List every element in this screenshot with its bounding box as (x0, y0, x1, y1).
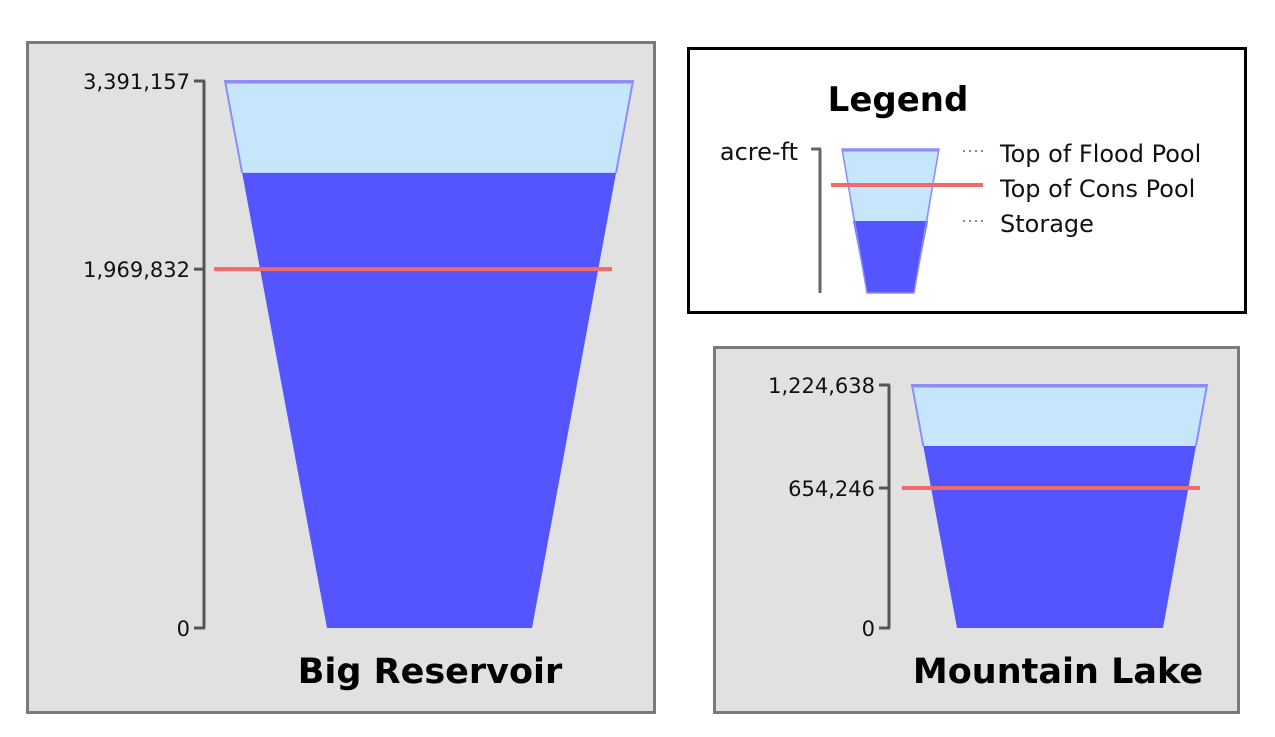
reservoirs: 0 1,969,832 3,391,157 Big Reservoir 0 654,246… (26, 41, 1240, 714)
legend-box (687, 47, 1247, 314)
storage-fill (242, 172, 617, 628)
big-reservoir-panel: 0 1,969,832 3,391,157 Big Reservoir (26, 41, 656, 714)
legend-title: Legend (828, 80, 969, 120)
reservoir-title: Big Reservoir (298, 652, 563, 692)
tick-label: 0 (177, 617, 190, 641)
flood-pool-area (225, 81, 633, 173)
legend-item-cons-pool: Top of Cons Pool (999, 175, 1195, 203)
legend-item-flood-pool: Top of Flood Pool (999, 140, 1201, 168)
legend-storage (853, 221, 928, 293)
reservoir-title: Mountain Lake (913, 652, 1203, 692)
tick-label: 3,391,157 (83, 70, 190, 94)
tick-label: 1,224,638 (768, 374, 875, 398)
storage-fill (923, 445, 1196, 628)
tick-label: 654,246 (788, 477, 875, 501)
legend-unit: acre-ft (720, 138, 798, 166)
legend: Legend acre-ft Top of Flood Pool Top of … (687, 47, 1247, 314)
legend-item-storage: Storage (1000, 210, 1094, 238)
mountain-lake-panel: 0 654,246 1,224,638 Mountain Lake (713, 346, 1240, 714)
tick-label: 0 (862, 617, 875, 641)
tick-label: 1,969,832 (83, 258, 190, 282)
flood-pool-area (912, 385, 1207, 446)
